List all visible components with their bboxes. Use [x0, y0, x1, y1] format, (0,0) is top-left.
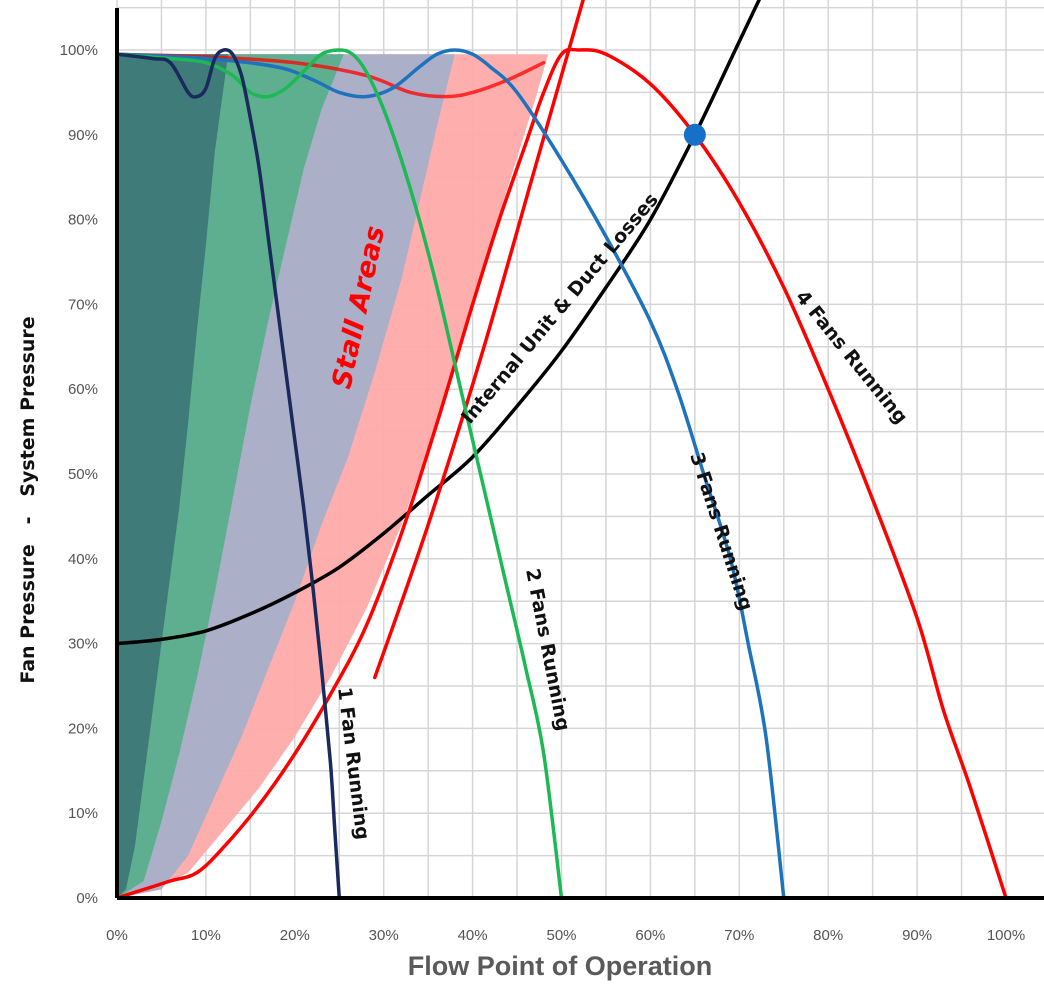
y-tick-label: 70% — [68, 296, 98, 313]
x-tick-label: 30% — [369, 927, 399, 944]
y-tick-label: 10% — [68, 805, 98, 822]
fan-curves — [117, 0, 1008, 898]
y-axis-title: Fan Pressure - System Pressure — [17, 316, 39, 683]
curve-two-fans — [117, 48, 564, 898]
y-tick-label: 30% — [68, 636, 98, 653]
x-tick-label: 60% — [635, 927, 665, 944]
y-tick-label: 0% — [76, 890, 98, 907]
y-tick-label: 100% — [60, 42, 98, 59]
operating-point-marker — [683, 123, 706, 146]
x-tick-label: 0% — [106, 927, 128, 944]
x-tick-label: 70% — [724, 927, 754, 944]
axes — [115, 8, 1044, 900]
stall-areas — [117, 54, 549, 898]
y-tick-label: 40% — [68, 551, 98, 568]
curve-surge-line — [373, 0, 585, 680]
y-tick-label: 60% — [68, 381, 98, 398]
x-tick-label: 20% — [280, 927, 310, 944]
curve-three-fans — [117, 48, 786, 898]
x-axis-title: Flow Point of Operation — [408, 951, 712, 981]
four-fans-label: 4 Fans Running — [791, 286, 912, 428]
x-tick-label: 50% — [546, 927, 576, 944]
y-tick-label: 20% — [68, 720, 98, 737]
two-fans-label: 2 Fans Running — [521, 567, 574, 733]
y-tick-label: 50% — [68, 466, 98, 483]
x-tick-label: 80% — [813, 927, 843, 944]
x-tick-label: 10% — [191, 927, 221, 944]
y-tick-label: 80% — [68, 212, 98, 229]
y-tick-label: 90% — [68, 127, 98, 144]
tick-labels: 0% 10% 20% 30% 40% 50% 60% 70% 80% 90% 100% 0% 10% 20… — [60, 42, 1026, 944]
curve-one-fan — [117, 48, 342, 898]
x-tick-label: 100% — [987, 927, 1025, 944]
stall-area-stall-1 — [117, 54, 229, 898]
x-tick-label: 40% — [458, 927, 488, 944]
curve-four-fans — [117, 47, 1008, 898]
x-tick-label: 90% — [902, 927, 932, 944]
